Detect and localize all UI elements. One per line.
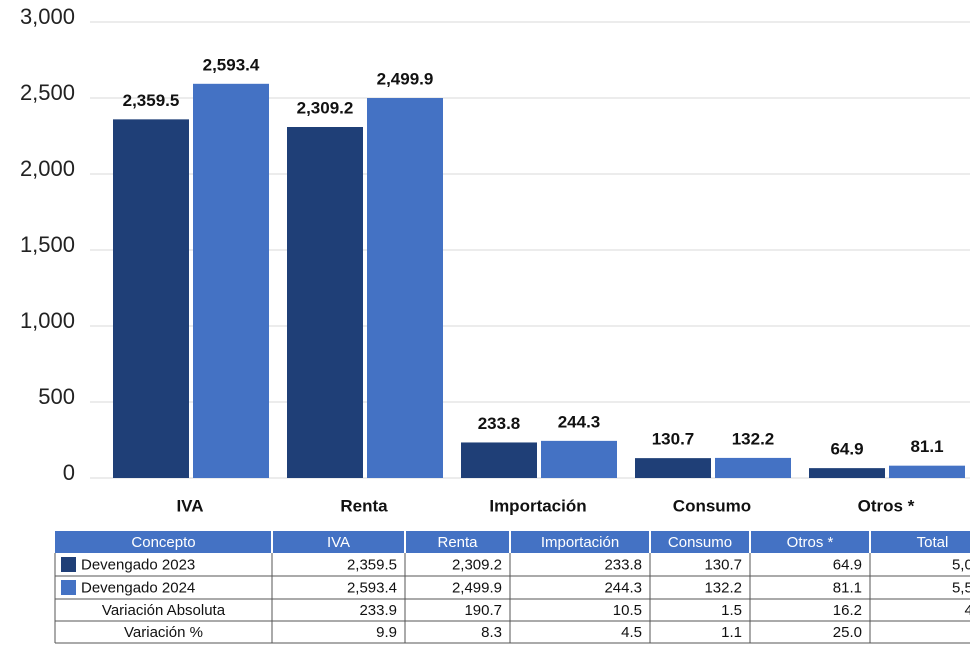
x-tick-label: IVA <box>176 496 203 515</box>
data-label: 81.1 <box>910 437 943 456</box>
table-header-bg <box>55 531 970 553</box>
x-tick-label: Renta <box>340 496 388 515</box>
y-tick-label: 500 <box>38 384 75 409</box>
table-header: IVA <box>327 534 350 551</box>
table-cell: 8.3 <box>481 624 502 641</box>
table-cell: 1.5 <box>721 602 742 619</box>
table-cell: 130.7 <box>704 556 742 573</box>
table-header: Concepto <box>131 534 195 551</box>
y-tick-label: 0 <box>63 460 75 485</box>
table-cell: 25.0 <box>833 624 862 641</box>
table-cell: 132.2 <box>704 579 742 596</box>
row-label: Variación Absoluta <box>102 602 226 619</box>
table-header: Consumo <box>668 534 732 551</box>
table-cell: 2,499.9 <box>452 579 502 596</box>
legend-label: Devengado 2024 <box>81 579 195 596</box>
data-label: 2,593.4 <box>203 55 260 74</box>
legend-swatch <box>61 557 76 572</box>
data-label: 64.9 <box>830 440 863 459</box>
data-label: 2,309.2 <box>297 98 354 117</box>
table-cell: 81.1 <box>833 579 862 596</box>
table-cell: 190.7 <box>464 602 502 619</box>
bar <box>367 98 443 478</box>
table-cell: 5,098.1 <box>952 556 970 573</box>
bar <box>889 465 965 478</box>
table-cell: 10.5 <box>613 602 642 619</box>
table-cell: 1.1 <box>721 624 742 641</box>
legend-swatch <box>61 580 76 595</box>
data-label: 2,499.9 <box>377 69 434 88</box>
legend-label: Devengado 2023 <box>81 556 195 573</box>
row-label: Variación % <box>124 624 203 641</box>
bar <box>541 440 617 478</box>
y-tick-label: 3,000 <box>20 4 75 29</box>
table-cell: 452.8 <box>964 602 970 619</box>
table-cell: 64.9 <box>833 556 862 573</box>
data-label: 244.3 <box>558 412 601 431</box>
table-header: Renta <box>437 534 478 551</box>
table-cell: 2,309.2 <box>452 556 502 573</box>
y-tick-label: 2,000 <box>20 156 75 181</box>
y-tick-label: 2,500 <box>20 80 75 105</box>
bar <box>809 468 885 478</box>
bar <box>193 83 269 479</box>
table-cell: 233.8 <box>604 556 642 573</box>
bar <box>287 127 363 479</box>
y-tick-label: 1,500 <box>20 232 75 257</box>
table-header: Otros * <box>787 534 834 551</box>
data-label: 130.7 <box>652 430 695 449</box>
table-cell: 4.5 <box>621 624 642 641</box>
table-cell: 2,359.5 <box>347 556 397 573</box>
x-tick-label: Importación <box>489 496 586 515</box>
bar <box>715 457 791 478</box>
table-cell: 5,550.9 <box>952 579 970 596</box>
data-label: 132.2 <box>732 429 775 448</box>
table-header: Importación <box>541 534 619 551</box>
table-cell: 16.2 <box>833 602 862 619</box>
x-tick-label: Consumo <box>673 496 751 515</box>
table-cell: 244.3 <box>604 579 642 596</box>
x-tick-label: Otros * <box>858 496 915 515</box>
bar <box>635 458 711 478</box>
data-label: 2,359.5 <box>123 91 180 110</box>
data-label: 233.8 <box>478 414 521 433</box>
y-tick-label: 1,000 <box>20 308 75 333</box>
table-cell: 233.9 <box>359 602 397 619</box>
table-header: Total <box>917 534 949 551</box>
bar <box>461 442 537 478</box>
table-cell: 9.9 <box>376 624 397 641</box>
bar <box>113 119 189 478</box>
table-cell: 2,593.4 <box>347 579 397 596</box>
